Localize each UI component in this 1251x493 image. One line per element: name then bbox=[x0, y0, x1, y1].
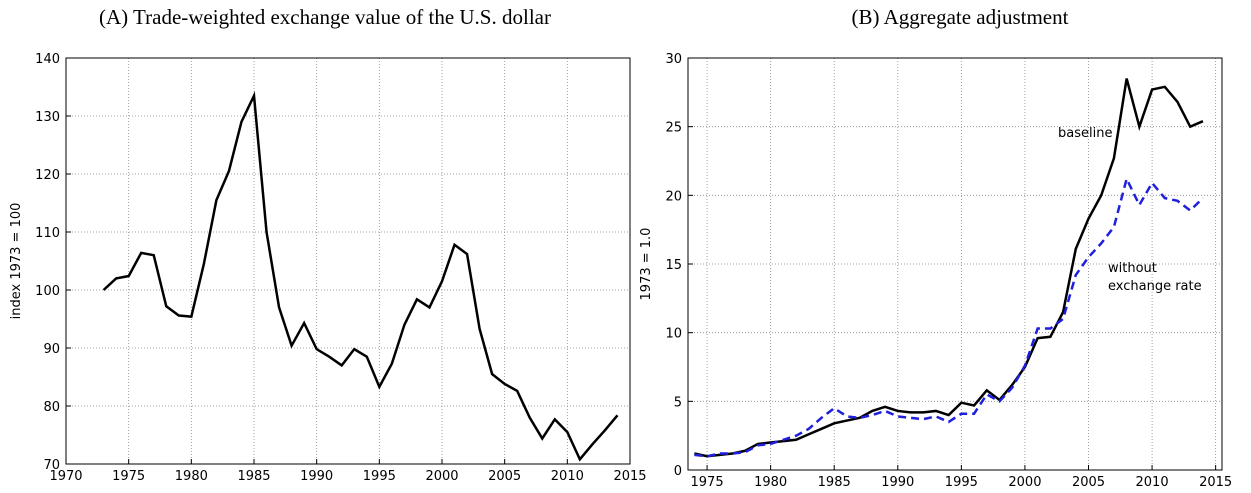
y-tick-label: 90 bbox=[43, 342, 60, 357]
y-tick-label: 140 bbox=[35, 52, 60, 67]
y-tick-label: 120 bbox=[35, 168, 60, 183]
y-tick-label: 130 bbox=[35, 110, 60, 125]
data-line bbox=[694, 175, 1204, 458]
x-tick-label: 2015 bbox=[613, 469, 646, 484]
x-tick-label: 1980 bbox=[754, 475, 787, 490]
annotation: exchange rate bbox=[1108, 279, 1202, 294]
y-axis-label: index 1973 = 100 bbox=[9, 203, 24, 320]
x-tick-label: 1995 bbox=[363, 469, 396, 484]
x-tick-label: 1990 bbox=[881, 475, 914, 490]
y-tick-label: 10 bbox=[665, 327, 682, 342]
y-tick-label: 80 bbox=[43, 400, 60, 415]
x-tick-label: 2010 bbox=[551, 469, 584, 484]
y-tick-label: 100 bbox=[35, 284, 60, 299]
x-tick-label: 2015 bbox=[1199, 475, 1232, 490]
y-tick-label: 20 bbox=[665, 189, 682, 204]
y-tick-label: 110 bbox=[35, 226, 60, 241]
annotation: baseline bbox=[1058, 126, 1112, 141]
x-tick-label: 2005 bbox=[488, 469, 521, 484]
x-tick-label: 1985 bbox=[237, 469, 270, 484]
x-tick-label: 1990 bbox=[300, 469, 333, 484]
annotation: without bbox=[1108, 261, 1157, 276]
y-tick-label: 0 bbox=[674, 464, 682, 479]
y-tick-label: 70 bbox=[43, 458, 60, 473]
x-tick-label: 2000 bbox=[1008, 475, 1041, 490]
plot-frame bbox=[65, 57, 631, 465]
y-tick-label: 5 bbox=[674, 395, 682, 410]
x-tick-label: 2010 bbox=[1136, 475, 1169, 490]
y-tick-label: 30 bbox=[665, 52, 682, 67]
chart-title: (B) Aggregate adjustment bbox=[852, 5, 1069, 29]
y-axis-label: 1973 = 1.0 bbox=[639, 228, 654, 301]
data-line bbox=[694, 78, 1204, 458]
data-line bbox=[102, 91, 619, 462]
x-tick-label: 2005 bbox=[1072, 475, 1105, 490]
x-tick-label: 1980 bbox=[175, 469, 208, 484]
x-tick-label: 1970 bbox=[49, 469, 82, 484]
x-tick-label: 2000 bbox=[425, 469, 458, 484]
chart-title: (A) Trade-weighted exchange value of the… bbox=[99, 5, 551, 29]
x-tick-label: 1975 bbox=[112, 469, 145, 484]
plot-frame bbox=[687, 57, 1223, 471]
y-tick-label: 15 bbox=[665, 258, 682, 273]
x-tick-label: 1985 bbox=[818, 475, 851, 490]
y-tick-label: 25 bbox=[665, 121, 682, 136]
x-tick-label: 1975 bbox=[691, 475, 724, 490]
x-tick-label: 1995 bbox=[945, 475, 978, 490]
